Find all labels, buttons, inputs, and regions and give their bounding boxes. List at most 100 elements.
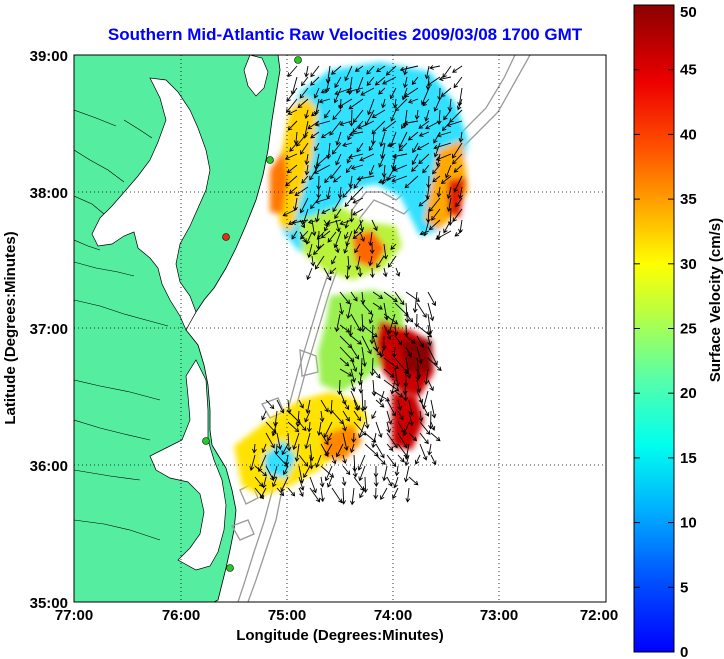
velocity-arrow	[411, 164, 419, 172]
velocity-arrow	[310, 109, 320, 117]
velocity-arrow	[342, 399, 350, 411]
velocity-arrow	[394, 335, 403, 346]
velocity-arrow	[359, 487, 366, 499]
y-axis-label: Latitude (Degrees:Minutes)	[2, 231, 19, 424]
velocity-arrow	[352, 109, 364, 123]
velocity-arrow	[344, 219, 349, 229]
velocity-arrow	[304, 153, 310, 166]
velocity-arrow	[424, 65, 430, 80]
station-marker	[226, 564, 234, 572]
velocity-arrow	[456, 98, 463, 111]
velocity-arrow	[315, 454, 322, 468]
velocity-arrow	[307, 120, 320, 130]
velocity-arrow	[310, 255, 316, 267]
velocity-arrow	[426, 324, 432, 336]
velocity-region-north-edge	[270, 150, 288, 214]
x-tick-label: 76:00	[162, 607, 200, 624]
velocity-arrow	[292, 432, 300, 451]
velocity-arrow	[412, 142, 419, 154]
velocity-arrow	[416, 390, 424, 404]
velocity-arrow	[271, 476, 278, 488]
velocity-arrow	[419, 399, 430, 417]
velocity-arrow	[276, 432, 283, 450]
velocity-arrow	[404, 443, 410, 460]
velocity-arrow	[349, 443, 355, 454]
velocity-arrow	[381, 98, 386, 109]
velocity-arrow	[298, 487, 304, 498]
colorbar-scale	[633, 4, 675, 653]
velocity-arrow	[320, 131, 331, 139]
velocity-arrow	[339, 357, 350, 367]
velocity-arrow	[314, 197, 331, 204]
velocity-arrow	[331, 255, 337, 265]
velocity-arrow	[335, 443, 344, 458]
velocity-arrow	[364, 410, 370, 429]
velocity-arrow	[452, 142, 463, 159]
velocity-arrow	[339, 120, 353, 127]
velocity-arrow	[358, 421, 366, 439]
velocity-arrow	[329, 120, 342, 136]
velocity-arrow	[305, 399, 311, 414]
velocity-arrow	[407, 98, 419, 104]
velocity-arrow	[304, 410, 311, 423]
velocity-arrow	[291, 219, 309, 225]
velocity-arrow	[408, 432, 418, 442]
velocity-arrow	[287, 109, 298, 115]
y-tick-label: 37:00	[30, 321, 68, 338]
velocity-arrow	[373, 476, 379, 487]
y-tick-label: 38:00	[30, 185, 68, 202]
velocity-arrow	[335, 219, 341, 233]
velocity-arrow	[371, 379, 377, 397]
velocity-arrow	[313, 87, 320, 99]
velocity-arrow	[394, 302, 409, 317]
velocity-arrow	[323, 421, 333, 438]
velocity-arrow	[320, 399, 329, 413]
x-tick-label: 72:00	[580, 607, 618, 624]
velocity-arrow	[397, 399, 403, 411]
velocity-arrow	[331, 454, 337, 465]
velocity-arrow	[324, 175, 331, 184]
velocity-arrow	[354, 243, 361, 254]
velocity-arrow	[339, 291, 351, 305]
velocity-arrow	[348, 131, 364, 137]
velocity-arrow	[376, 255, 385, 269]
velocity-arrow	[318, 98, 331, 104]
velocity-arrow	[314, 142, 320, 152]
velocity-arrow	[429, 65, 441, 70]
velocity-arrow	[271, 465, 278, 481]
velocity-arrow	[368, 255, 374, 267]
colorbar-tick-label: 50	[680, 4, 697, 21]
velocity-arrow	[408, 399, 414, 417]
velocity-arrow	[386, 399, 397, 417]
velocity-arrow	[368, 164, 375, 176]
velocity-arrow	[382, 465, 388, 482]
velocity-arrow	[381, 164, 387, 178]
velocity-arrow	[307, 219, 320, 225]
velocity-arrow	[416, 142, 430, 151]
velocity-field	[234, 62, 468, 496]
velocity-arrow	[314, 120, 331, 127]
colorbar-tick-label: 20	[680, 385, 697, 402]
velocity-arrow	[349, 109, 354, 127]
velocity-arrow	[372, 291, 384, 299]
velocity-arrow	[392, 98, 398, 109]
velocity-arrow	[298, 476, 305, 491]
y-tick-label: 39:00	[30, 48, 68, 65]
velocity-arrow	[382, 120, 397, 132]
velocity-arrow	[306, 267, 313, 281]
velocity-arrow	[373, 487, 379, 500]
velocity-arrow	[337, 186, 343, 199]
velocity-arrow	[383, 357, 399, 370]
velocity-arrow	[405, 487, 411, 503]
velocity-arrow	[362, 400, 368, 411]
velocity-arrow	[431, 208, 441, 221]
velocity-arrow	[458, 186, 463, 200]
velocity-arrow	[385, 65, 397, 76]
velocity-arrow	[397, 454, 405, 463]
velocity-arrow	[341, 487, 346, 505]
velocity-arrow	[310, 76, 320, 86]
velocity-arrow	[369, 357, 375, 377]
velocity-arrow	[330, 164, 342, 179]
velocity-arrow	[342, 410, 350, 422]
velocity-arrow	[300, 76, 309, 87]
